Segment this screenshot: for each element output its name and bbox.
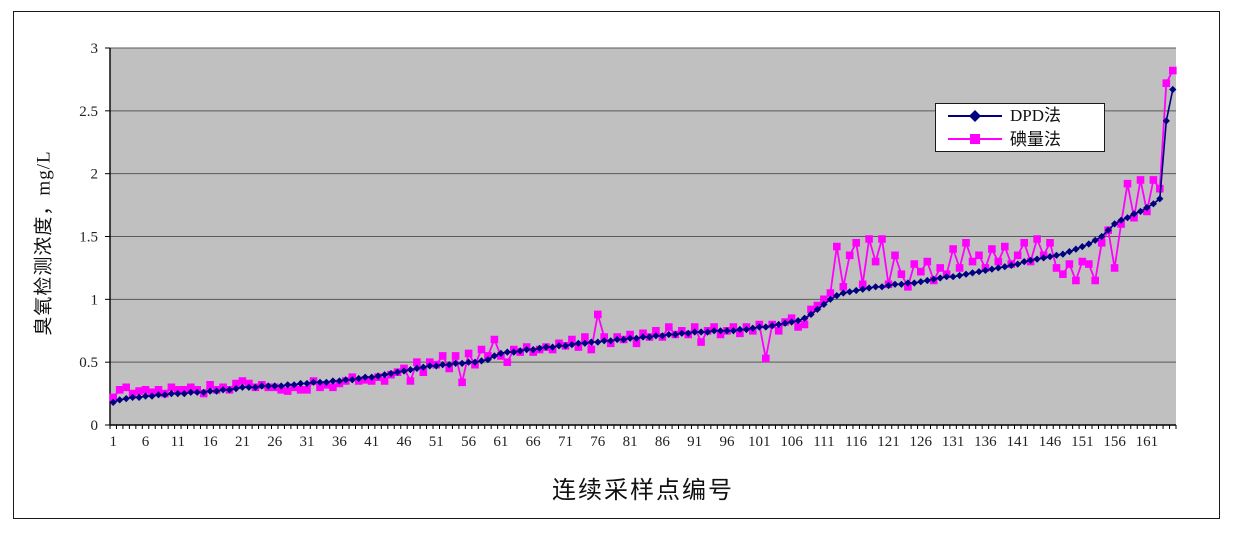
x-tick-label: 136 (974, 434, 997, 450)
x-tick-label: 101 (748, 434, 771, 450)
x-tick-label: 141 (1006, 434, 1029, 450)
y-tick-label: 3 (91, 41, 99, 57)
x-tick-label: 71 (558, 434, 573, 450)
x-tick-label: 81 (623, 434, 638, 450)
x-tick-label: 91 (687, 434, 702, 450)
x-tick-labels: 1 6 11 16 21 26 31 36 41 46 51 56 61 66 71 76 81 86 91 96 10… (109, 434, 1158, 450)
x-tick-label: 146 (1039, 434, 1062, 450)
x-tick-label: 116 (845, 434, 867, 450)
series-dpd (109, 85, 1177, 407)
axes (109, 48, 1176, 426)
x-tick-label: 36 (332, 434, 348, 450)
x-tick-label: 151 (1071, 434, 1094, 450)
legend-label-dpd: DPD法 (1010, 106, 1062, 126)
x-tick-label: 56 (461, 434, 477, 450)
y-tick-label: 2.5 (79, 104, 98, 120)
x-tick-label: 86 (655, 434, 671, 450)
x-axis-title: 连续采样点编号 (552, 478, 734, 504)
x-tick-label: 21 (235, 434, 250, 450)
x-tick-label: 121 (877, 434, 900, 450)
x-tick-label: 111 (813, 434, 834, 450)
gridlines (110, 47, 1176, 363)
y-tick-label: 1 (91, 292, 99, 308)
x-tick-label: 51 (429, 434, 444, 450)
y-tick-labels: 0 0.5 1 1.5 2 2.5 3 (79, 41, 98, 434)
legend-item-iodometric: 碘量法 (936, 128, 1104, 152)
y-tick-label: 1.5 (79, 230, 98, 246)
x-tick-label: 131 (942, 434, 965, 450)
legend-label-iodometric: 碘量法 (1010, 129, 1061, 149)
y-tick-label: 0.5 (79, 355, 98, 371)
x-tick-label: 6 (142, 434, 150, 450)
navy-line-diamond-icon (948, 109, 1002, 122)
x-tick-label: 61 (493, 434, 508, 450)
legend: DPD法 碘量法 (935, 103, 1105, 152)
x-tick-label: 161 (1136, 434, 1159, 450)
x-tick-label: 76 (590, 434, 606, 450)
x-tick-label: 31 (300, 434, 315, 450)
legend-item-dpd: DPD法 (936, 104, 1104, 128)
x-tick-label: 1 (109, 434, 117, 450)
x-tick-label: 41 (364, 434, 379, 450)
x-tick-label: 66 (526, 434, 542, 450)
x-tick-label: 96 (719, 434, 735, 450)
x-tick-label: 126 (910, 434, 933, 450)
x-tick-label: 16 (203, 434, 219, 450)
y-tick-label: 2 (91, 167, 99, 183)
x-tick-label: 26 (267, 434, 283, 450)
x-tick-label: 106 (780, 434, 803, 450)
x-tick-label: 156 (1103, 434, 1126, 450)
y-axis-title: 臭氧检测浓度，mg/L (33, 150, 55, 336)
magenta-line-square-icon (948, 134, 1002, 145)
x-tick-label: 11 (171, 434, 185, 450)
y-tick-label: 0 (91, 418, 99, 434)
x-tick-label: 46 (396, 434, 412, 450)
